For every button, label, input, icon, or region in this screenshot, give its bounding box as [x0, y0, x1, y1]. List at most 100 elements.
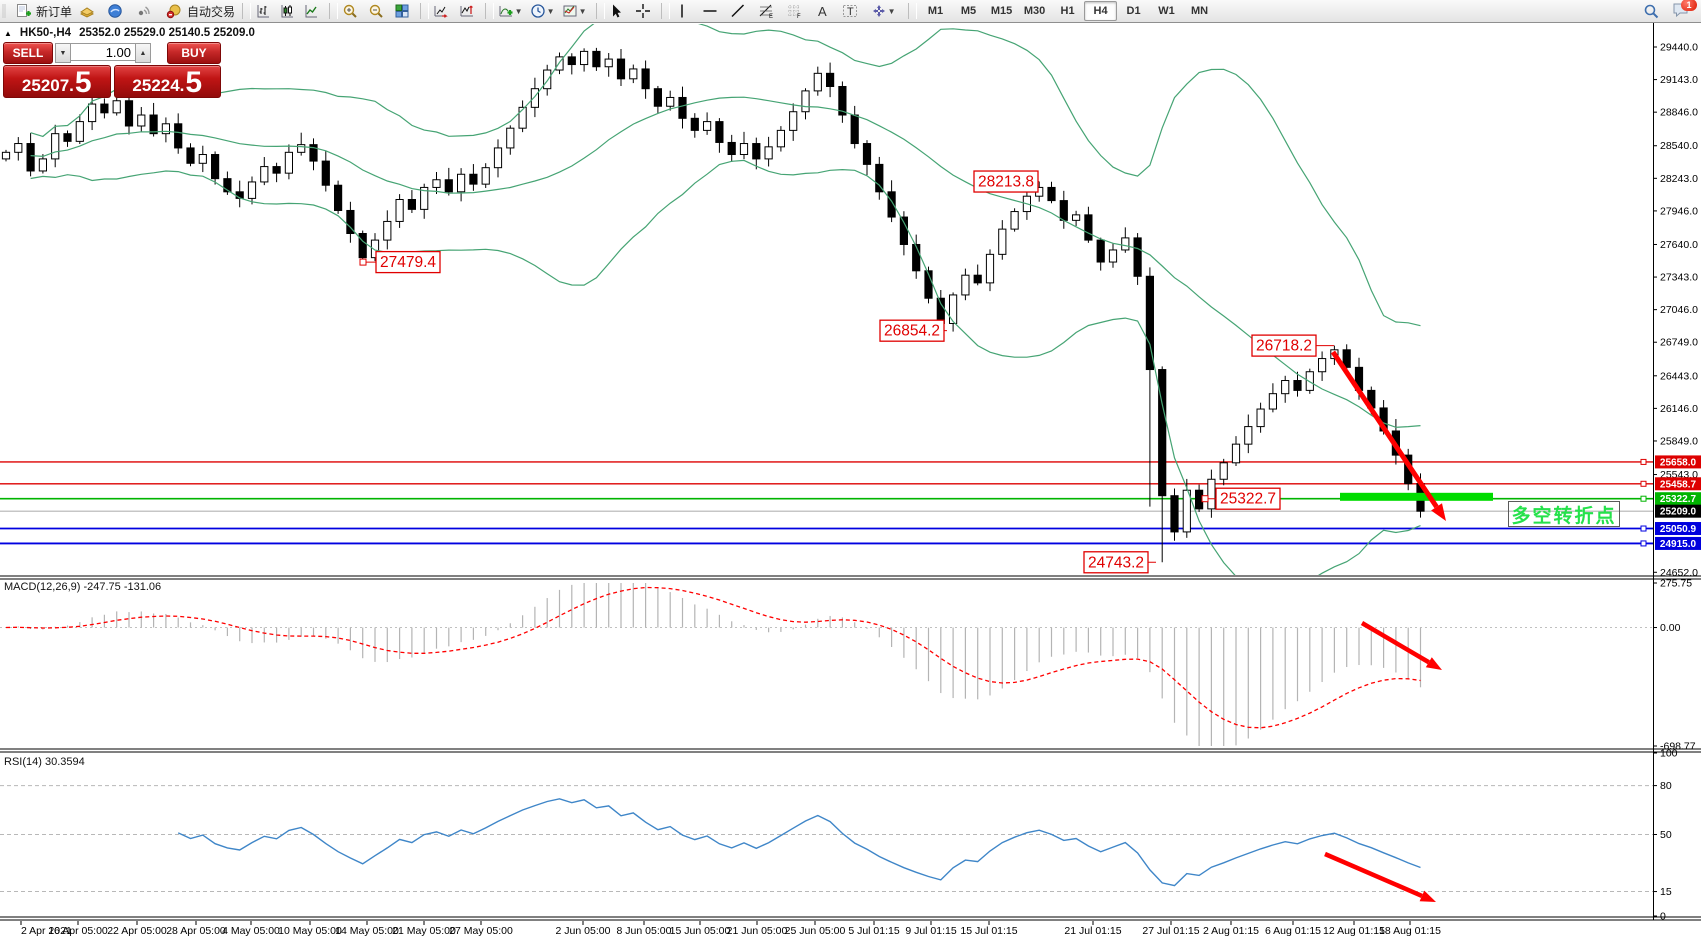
timeframe-H4[interactable]: H4 — [1084, 1, 1118, 21]
symbol-period: HK50-,H4 — [19, 27, 72, 39]
one-click-trading-panel: SELL ▼ ▲ BUY 25207.5 25224.5 — [3, 42, 221, 98]
candle-body — [112, 100, 121, 114]
bar-chart-icon[interactable] — [253, 1, 273, 21]
candle-body — [678, 96, 687, 119]
volume-increase-button[interactable]: ▲ — [135, 43, 151, 63]
candle-body — [161, 123, 171, 135]
trend-arrow-macd[interactable] — [1360, 621, 1442, 670]
support-highlight-bar[interactable] — [1340, 492, 1493, 501]
macd-pane[interactable] — [0, 583, 1653, 746]
svg-text:E: E — [769, 14, 773, 19]
price-label-25322.7[interactable]: 25322.7 — [1201, 487, 1281, 510]
price-label-27479.4[interactable]: 27479.4 — [359, 250, 441, 274]
market-watch-icon[interactable] — [105, 1, 125, 21]
candle-body — [63, 133, 72, 142]
periods-icon[interactable]: ▼ — [528, 1, 556, 21]
history-center-icon[interactable] — [77, 1, 97, 21]
macd-axis-label: -698.77 — [1660, 741, 1696, 753]
candle-body — [38, 158, 47, 172]
price-label-26718.2[interactable]: 26718.2 — [1251, 334, 1334, 357]
tile-windows-icon[interactable] — [392, 1, 412, 21]
timeframe-MN[interactable]: MN — [1190, 5, 1209, 17]
text-label-icon[interactable]: T — [840, 1, 860, 21]
toolbar-separator — [242, 3, 252, 19]
arrows-tool-icon[interactable]: ▼ — [868, 1, 898, 21]
trend-arrow-rsi[interactable] — [1324, 851, 1436, 902]
timeframe-H1[interactable]: H1 — [1060, 5, 1075, 17]
trendline-icon[interactable] — [728, 1, 748, 21]
price-axis-label: 27946.0 — [1660, 205, 1698, 217]
macd-axis-label: 0.00 — [1660, 622, 1681, 634]
new-order-label: 新订单 — [36, 4, 73, 19]
new-order-button[interactable]: 新订单 — [8, 1, 77, 21]
candle-body — [703, 121, 712, 131]
templates-icon[interactable]: ▼ — [560, 1, 588, 21]
sell-button[interactable]: SELL — [3, 42, 53, 64]
svg-text:25209.0: 25209.0 — [1660, 507, 1697, 518]
svg-text:27479.4: 27479.4 — [380, 254, 436, 271]
zoom-out-icon[interactable] — [366, 1, 386, 21]
text-icon[interactable]: A — [812, 1, 832, 21]
timeframe-M1[interactable]: M1 — [927, 5, 944, 17]
candle-body — [370, 239, 380, 259]
price-axis-label: 28540.0 — [1660, 140, 1698, 152]
candle-body — [321, 160, 330, 186]
price-axis-label: 28243.0 — [1660, 173, 1698, 185]
candle-body — [444, 179, 453, 193]
cursor-icon[interactable] — [607, 1, 627, 21]
candle-body — [1010, 211, 1019, 230]
date-axis-label: 21 Jul 01:15 — [1064, 925, 1121, 937]
zoom-in-icon[interactable] — [340, 1, 360, 21]
date-axis-label: 2 Apr 2021 — [21, 925, 72, 937]
timeframe-M5[interactable]: M5 — [960, 5, 977, 17]
chat-icon[interactable]: 1 — [1671, 0, 1697, 21]
timeframe-D1[interactable]: D1 — [1126, 5, 1141, 17]
candle-body — [826, 72, 835, 87]
vertical-line-icon[interactable] — [672, 1, 692, 21]
volume-input[interactable] — [71, 43, 135, 61]
trade-panel-collapse-arrow[interactable]: ▲ — [4, 28, 12, 38]
sell-price[interactable]: 25207. 5 — [3, 65, 111, 98]
candle-body — [530, 88, 539, 108]
svg-text:28213.8: 28213.8 — [978, 174, 1034, 191]
candle-body — [407, 198, 416, 210]
candle-body — [616, 58, 626, 80]
candle-body — [764, 146, 773, 160]
date-axis-label: 5 Jul 01:15 — [848, 925, 900, 937]
chart-shift-icon[interactable] — [457, 1, 477, 21]
search-icon[interactable] — [1641, 1, 1661, 21]
candle-body — [518, 106, 527, 129]
candle-body — [51, 133, 60, 160]
svg-text:25322.7: 25322.7 — [1660, 494, 1697, 505]
auto-scroll-icon[interactable] — [431, 1, 451, 21]
date-axis-label: 15 Jul 01:15 — [960, 925, 1017, 937]
price-label-28213.8[interactable]: 28213.8 — [973, 170, 1039, 193]
candlestick-chart-icon[interactable] — [277, 1, 297, 21]
rsi-axis-label: 80 — [1660, 780, 1672, 792]
line-chart-icon[interactable] — [301, 1, 321, 21]
fibonacci-icon[interactable]: E — [756, 1, 776, 21]
indicators-caret: ▼ — [514, 6, 523, 16]
buy-price[interactable]: 25224. 5 — [113, 65, 221, 98]
main-pane[interactable]: 27479.4 26854.2 28213.8 26718.2 25322.7 24743… — [0, 10, 1653, 592]
signals-icon[interactable] — [133, 1, 153, 21]
indicators-icon[interactable]: ▼ — [496, 1, 524, 21]
autotrading-button[interactable]: 自动交易 — [159, 1, 240, 21]
horizontal-line-icon[interactable] — [700, 1, 720, 21]
svg-text:26854.2: 26854.2 — [884, 323, 940, 340]
timeframe-M30[interactable]: M30 — [1023, 5, 1046, 17]
grid-icon[interactable]: F — [784, 1, 804, 21]
crosshair-icon[interactable] — [633, 1, 653, 21]
timeframe-M15[interactable]: M15 — [990, 5, 1013, 17]
rsi-pane[interactable] — [0, 785, 1653, 893]
timeframe-W1[interactable]: W1 — [1158, 5, 1175, 17]
price-label-26854.2[interactable]: 26854.2 — [879, 319, 947, 342]
volume-decrease-button[interactable]: ▼ — [55, 43, 71, 63]
buy-button[interactable]: BUY — [167, 42, 221, 64]
candle-body — [1293, 380, 1302, 391]
candle-body — [174, 123, 183, 149]
bull-bear-turning-point-annotation[interactable]: 多空转折点 — [1508, 501, 1620, 527]
price-label-24743.2[interactable]: 24743.2 — [1083, 551, 1156, 574]
trend-arrow-main[interactable] — [1330, 350, 1446, 521]
